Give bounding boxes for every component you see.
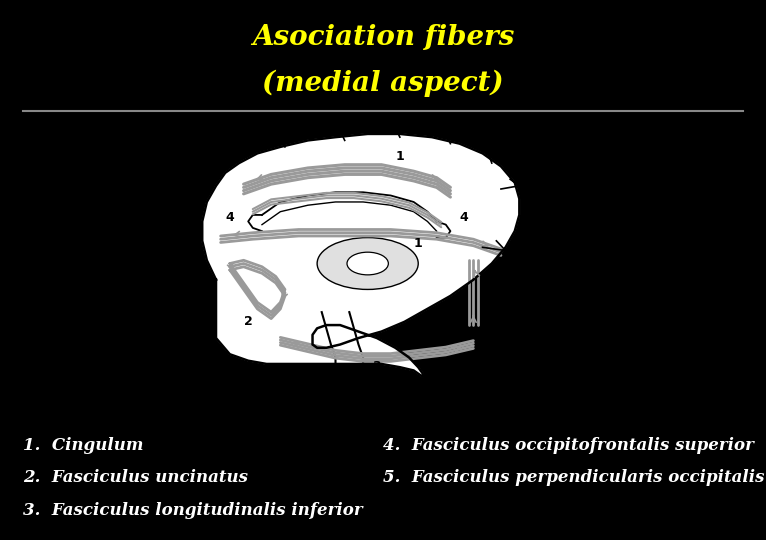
Text: 4.  Fasciculus occipitofrontalis superior: 4. Fasciculus occipitofrontalis superior [383,437,754,454]
Text: 1: 1 [414,237,422,251]
Ellipse shape [317,238,418,289]
Text: 2.  Fasciculus uncinatus: 2. Fasciculus uncinatus [23,469,248,487]
Text: Asociation fibers: Asociation fibers [252,24,514,51]
Text: 1.  Cingulum: 1. Cingulum [23,437,143,454]
Text: 2: 2 [244,315,253,328]
Text: (medial aspect): (medial aspect) [262,70,504,97]
Text: 1: 1 [395,150,404,163]
Text: 4: 4 [225,211,234,225]
Polygon shape [202,134,519,377]
Text: 3.  Fasciculus longitudinalis inferior: 3. Fasciculus longitudinalis inferior [23,502,362,519]
Text: 5.  Fasciculus perpendicularis occipitalis: 5. Fasciculus perpendicularis occipitali… [383,469,764,487]
Text: 3: 3 [372,360,381,374]
Ellipse shape [347,252,388,275]
Text: 5: 5 [483,279,491,293]
Text: 4: 4 [460,211,468,225]
